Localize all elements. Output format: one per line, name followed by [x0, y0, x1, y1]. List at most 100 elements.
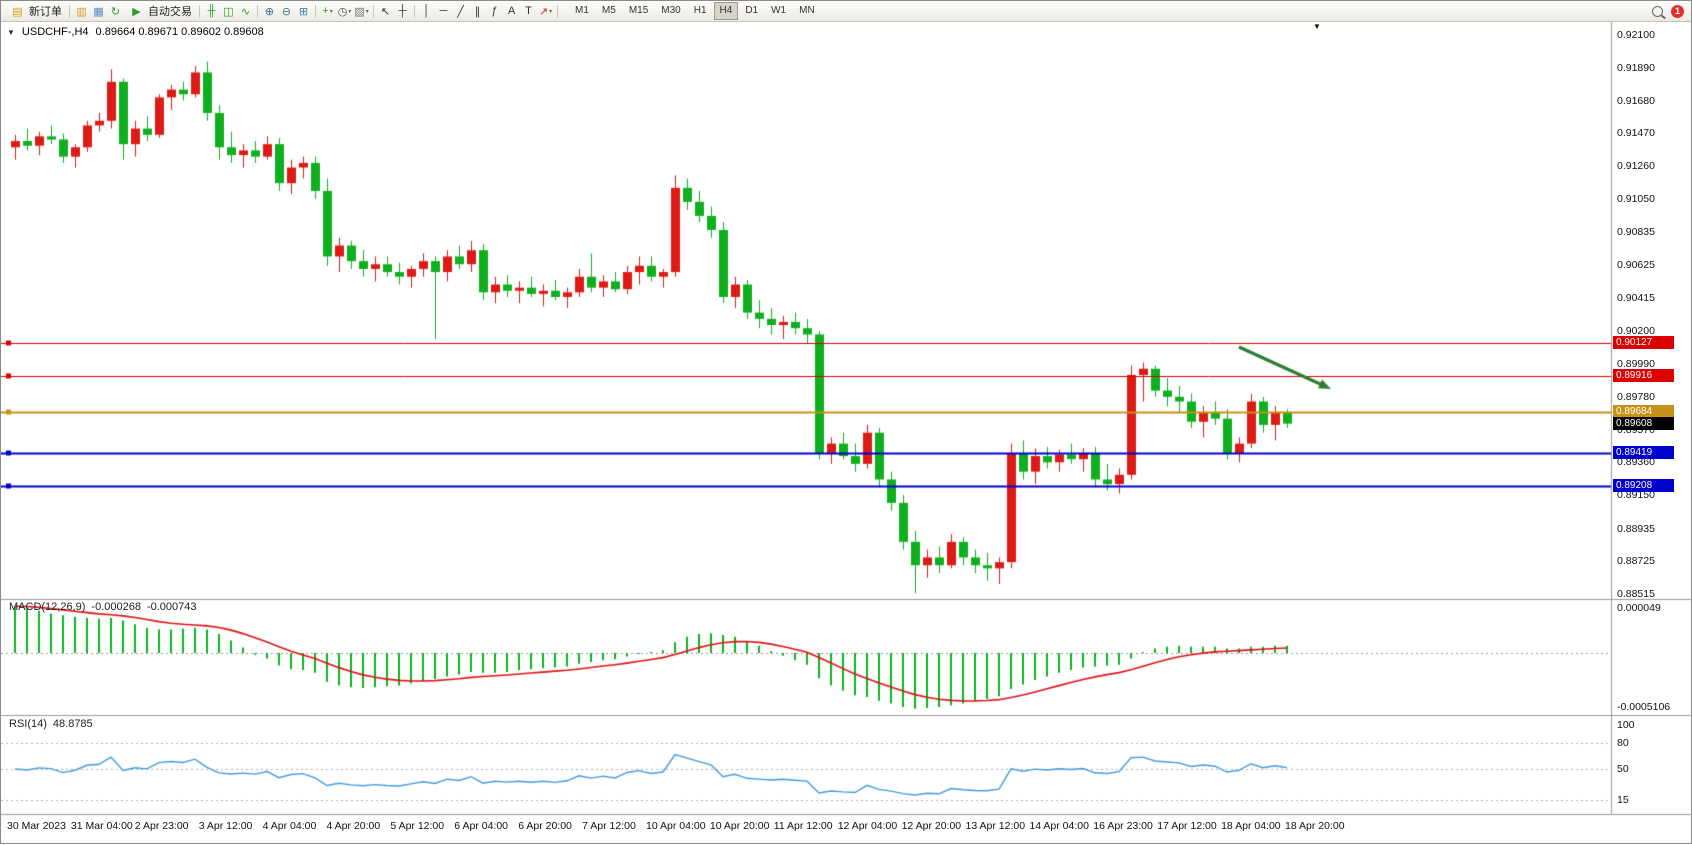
timeframe-m5[interactable]: M5 [601, 5, 616, 16]
timeframe-m15[interactable]: M15 [628, 5, 649, 16]
price-axis-label: 0.90200 [1617, 325, 1655, 338]
time-axis-label: 4 Apr 04:00 [262, 820, 317, 832]
time-axis-label: 13 Apr 12:00 [965, 820, 1026, 832]
macd-axis-label: -0.0005106 [1617, 701, 1671, 713]
price-line-badge: 0.89419 [1613, 446, 1674, 460]
macd-value-signal: -0.000743 [146, 601, 197, 613]
time-axis-label: 10 Apr 04:00 [646, 820, 706, 832]
timeframe-m30[interactable]: M30 [661, 5, 681, 16]
current-price-badge: 0.89608 [1613, 416, 1674, 430]
notification-badge[interactable]: 1 [1671, 4, 1684, 18]
candlestick-chart-icon[interactable]: ◫ [223, 5, 234, 18]
time-axis-label: 11 Apr 12:00 [773, 820, 833, 832]
rsi-axis-label: 100 [1617, 719, 1635, 731]
tile-windows-icon[interactable]: ⊞ [298, 5, 309, 18]
price-axis-label: 0.91470 [1617, 127, 1655, 140]
time-axis-label: 3 Apr 12:00 [198, 820, 253, 832]
chart-shift-marker[interactable]: ▼ [1313, 22, 1321, 31]
text-label-icon[interactable]: T [525, 5, 532, 17]
periods-icon[interactable]: ◷ ▾ [337, 5, 352, 18]
autotrading-icon: ▶ [132, 5, 141, 18]
toolbar: ▤ 新订单 ▥ ▦ ↻ ▶ 自动交易 ╫ ◫ ∿ ⊕ ⊖ ⊞ + ▾ ◷ ▾ ▨ ▾ ↖ ┼ │ ─ ╱ ∥ ƒ A T ↗ ▾ M1 M5 M… [1, 1, 1691, 22]
price-axis-label: 0.89780 [1617, 390, 1655, 403]
toolbar-separator [414, 4, 415, 18]
rsi-label: RSI(14) 48.8785 [9, 718, 93, 730]
price-axis-label: 0.90625 [1617, 259, 1655, 272]
search-icon[interactable] [1652, 5, 1663, 17]
trendline-icon[interactable]: ╱ [457, 5, 464, 18]
new-order-button[interactable]: ▤ 新订单 [5, 2, 66, 20]
price-line-badge: 0.89684 [1613, 404, 1674, 418]
refresh-icon[interactable]: ↻ [110, 5, 121, 18]
price-axis-label: 0.90415 [1617, 291, 1655, 304]
price-axis-label: 0.89360 [1617, 456, 1655, 469]
fibonacci-icon[interactable]: ƒ [491, 5, 498, 17]
time-axis[interactable]: 30 Mar 2023 31 Mar 04:00 2 Apr 23:00 3 Apr … [1, 815, 1611, 837]
indicators-icon[interactable]: + ▾ [322, 5, 333, 17]
one-click-trading-toggle[interactable]: ▼ [7, 27, 15, 37]
time-axis-label: 17 Apr 12:00 [1157, 820, 1217, 832]
timeframe-w1[interactable]: W1 [771, 5, 787, 16]
templates-icon[interactable]: ▨ ▾ [354, 5, 369, 18]
zoom-out-icon[interactable]: ⊖ [281, 5, 292, 18]
dropdown-caret-icon: ▾ [329, 8, 333, 15]
rsi-indicator-name: RSI(14) [9, 718, 47, 730]
timeframe-mn[interactable]: MN [799, 5, 815, 16]
time-axis-label: 7 Apr 12:00 [582, 820, 636, 832]
price-axis-label: 0.91680 [1617, 94, 1655, 107]
cursor-icon[interactable]: ↖ [380, 5, 391, 18]
charts-window-icon[interactable]: ▥ [76, 5, 87, 18]
time-axis-label: 12 Apr 04:00 [837, 820, 898, 832]
macd-value-main: -0.000268 [91, 601, 141, 613]
toolbar-separator [257, 4, 258, 18]
price-axis-label: 0.89150 [1617, 489, 1655, 502]
time-axis-label: 5 Apr 12:00 [390, 820, 445, 832]
toolbar-separator [315, 4, 316, 18]
macd-label: MACD(12,26,9) -0.000268 -0.000743 [9, 601, 197, 613]
rsi-axis-label: 80 [1617, 736, 1629, 749]
toolbar-right-group: 1 [1652, 4, 1687, 18]
bar-chart-icon[interactable]: ╫ [207, 5, 216, 17]
autotrading-button[interactable]: ▶ 自动交易 [124, 2, 196, 20]
new-order-button-label: 新订单 [29, 6, 62, 18]
dropdown-caret-icon: ▾ [348, 8, 352, 15]
timeframe-group: M1 M5 M15 M30 H1 H4 D1 W1 MN [569, 2, 821, 20]
dropdown-caret-icon: ▾ [549, 8, 553, 15]
price-line-badge: 0.89208 [1613, 479, 1674, 493]
price-axis-label: 0.90835 [1617, 226, 1655, 239]
price-line-badge: 0.90127 [1613, 335, 1674, 349]
macd-axis-label: 0.000049 [1617, 602, 1661, 614]
price-axis-label: 0.88935 [1617, 522, 1655, 535]
new-order-icon: ▤ [12, 5, 23, 18]
timeframe-d1[interactable]: D1 [745, 5, 759, 16]
horizontal-line-icon[interactable]: ─ [439, 5, 448, 17]
toolbar-separator [373, 4, 374, 18]
dropdown-caret-icon: ▾ [365, 8, 369, 15]
crosshair-icon[interactable]: ┼ [398, 5, 407, 17]
toolbar-separator [199, 4, 200, 18]
rsi-axis-label: 15 [1617, 793, 1629, 806]
ohlc-values: 0.89664 0.89671 0.89602 0.89608 [95, 26, 264, 38]
timeframe-h1[interactable]: H1 [693, 5, 707, 16]
time-axis-label: 18 Apr 20:00 [1285, 820, 1345, 832]
arrows-icon[interactable]: ↗ ▾ [538, 5, 553, 18]
text-icon[interactable]: A [507, 5, 516, 17]
price-axis[interactable]: 0.92100 0.91890 0.91680 0.91470 0.91260 0.910… [1612, 21, 1692, 815]
symbol-period-label: USDCHF-,H4 [21, 26, 89, 38]
time-axis-label: 6 Apr 04:00 [454, 820, 509, 832]
time-axis-label: 4 Apr 20:00 [326, 820, 381, 832]
autotrading-button-label: 自动交易 [148, 6, 192, 18]
equidistant-channel-icon[interactable]: ∥ [474, 5, 481, 18]
toolbar-separator [557, 4, 558, 18]
zoom-in-icon[interactable]: ⊕ [264, 5, 275, 18]
toolbar-items: ▤ 新订单 ▥ ▦ ↻ ▶ 自动交易 ╫ ◫ ∿ ⊕ ⊖ ⊞ + ▾ ◷ ▾ ▨ ▾ ↖ ┼ │ ─ ╱ ∥ ƒ A T ↗ ▾ M1 M5 M… [5, 2, 821, 20]
line-chart-icon[interactable]: ∿ [240, 5, 251, 18]
timeframe-h4[interactable]: H4 [713, 2, 739, 20]
time-axis-label: 2 Apr 23:00 [134, 820, 189, 832]
vertical-line-icon[interactable]: │ [423, 5, 430, 17]
macd-indicator-name: MACD(12,26,9) [9, 601, 86, 613]
timeframe-m1[interactable]: M1 [575, 5, 589, 16]
profiles-icon[interactable]: ▦ [93, 5, 104, 18]
